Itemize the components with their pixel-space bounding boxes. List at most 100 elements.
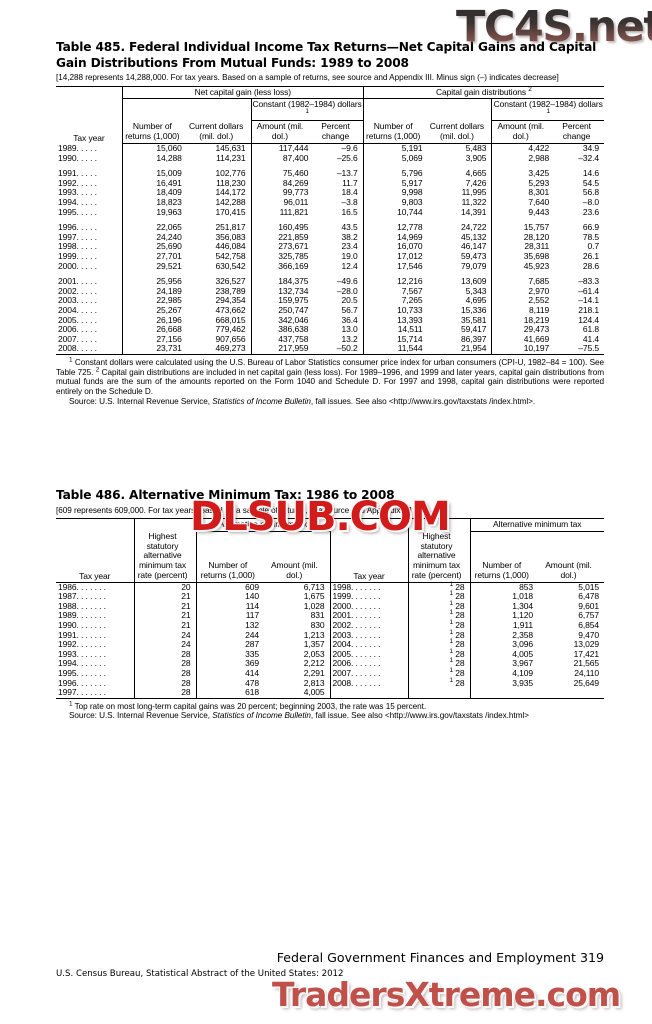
row-label-tax-year: 2003. . . . . — [56, 296, 123, 306]
table-row: 1988. . . . . . . 21 114 1,028 2000. . . . .… — [56, 600, 604, 612]
row-label-tax-year: 1994. . . . . — [56, 197, 123, 208]
cell-rate-right: 1 28 — [408, 610, 471, 622]
table-485-block: Table 485. Federal Individual Income Tax… — [56, 40, 604, 406]
column-header-ncg-amount: Amount (mil. dol.) — [251, 120, 314, 145]
table-row: 2000. . . . . 29,521 630,542 366,169 12.4 17,… — [56, 260, 604, 272]
row-label-tax-year: 1999. . . . . — [56, 251, 123, 262]
cell-cgd-current: 7,426 — [427, 178, 493, 189]
table-485-footnotes: 1 Constant dollars were calculated using… — [56, 356, 604, 406]
row-label-tax-year: 1992. . . . . — [56, 178, 123, 189]
spacer-cell — [313, 217, 364, 224]
spacer-cell — [186, 217, 252, 224]
cell-cgd-returns: 5,191 — [401, 143, 423, 154]
cell-ncg-current: 142,288 — [186, 197, 252, 208]
stub-spacer — [56, 85, 123, 99]
cell-amount-left: 1,675 — [264, 592, 331, 602]
row-label-tax-year: 2006. . . . . — [56, 325, 123, 335]
group-header-amt-right: Alternative minimum tax — [470, 518, 604, 532]
cell-cgd-current: 59,473 — [427, 251, 493, 262]
row-label-tax-year: 1998. . . . . — [56, 242, 123, 252]
table-485-title: Table 485. Federal Individual Income Tax… — [56, 40, 597, 70]
cell-ncg-pct: –28.0 — [313, 286, 364, 297]
table-row: 1992. . . . . 16,491 118,230 84,269 11.7 5,91… — [56, 178, 604, 189]
cell-ncg-amount: 250,747 — [278, 304, 309, 315]
cell-ncg-amount: 99,773 — [282, 187, 309, 198]
table-row: 1987. . . . . . . 21 140 1,675 1999. . . . .… — [56, 591, 604, 602]
spacer-cell — [427, 217, 493, 224]
cell-cgd-current: 14,391 — [427, 207, 493, 218]
table-row: 1992. . . . . . . 24 287 1,357 2004. . . . .… — [56, 639, 604, 650]
table-row: 2006. . . . . 26,668 779,462 386,638 13.0 14,… — [56, 325, 604, 335]
subgroup-header-constant-dollars-cgd: Constant (1982–1984) dollars 1 — [491, 98, 604, 122]
group-header-capital-gain-distributions: Capital gain distributions 2 — [363, 85, 604, 100]
cell-returns-left: 140 — [245, 591, 259, 602]
cell-ncg-pct: –3.8 — [313, 197, 364, 208]
cell-rate-left: 28 — [134, 687, 197, 699]
row-label-tax-year-left: 1988. . . . . . . — [56, 601, 135, 612]
table-row: 2003. . . . . 22,985 294,354 159,975 20.5 7,2… — [56, 296, 604, 306]
cell-ncg-returns: 19,963 — [156, 206, 182, 217]
table-row: 1997. . . . . 24,240 356,083 221,859 38.2 14,… — [56, 232, 604, 243]
row-label-tax-year: 2000. . . . . — [56, 261, 123, 272]
table-486-block: Table 486. Alternative Minimum Tax: 1986… — [56, 488, 604, 721]
cell-rate-left: 28 — [134, 668, 197, 679]
cell-returns-right: 3,967 — [512, 658, 533, 669]
cell-ncg-current: 473,662 — [186, 305, 252, 316]
cell-cgd-amount: 2,552 — [528, 295, 550, 306]
column-header-cgd-current-dollars: Current dollars (mil. dol.) — [427, 120, 493, 145]
cell-amount-left: 1,357 — [264, 640, 331, 650]
table-row: 1989. . . . . . . 21 117 831 2001. . . . . .… — [56, 610, 604, 622]
watermark-tradersxtreme: TradersXtreme.com — [271, 974, 622, 1014]
cell-amount-right: 6,757 — [578, 610, 599, 621]
spacer-rate-right — [408, 518, 471, 532]
cell-rate-right: 1 28 — [408, 591, 471, 602]
cell-cgd-current: 5,343 — [427, 286, 493, 297]
cell-ncg-returns: 24,189 — [156, 285, 182, 296]
cell-cgd-returns: 12,216 — [397, 276, 423, 287]
cell-ncg-pct: 13.0 — [313, 325, 364, 335]
cell-cgd-returns: 13,393 — [397, 314, 423, 325]
cell-ncg-returns: 14,288 — [156, 152, 182, 163]
cell-cgd-returns: 10,744 — [397, 206, 423, 217]
cell-cgd-amount: 2,970 — [528, 285, 550, 296]
column-header-amount-right: Amount (mil. dol.) — [538, 531, 604, 583]
cell-returns-left: 114 — [245, 600, 259, 611]
spacer-cgd-current — [427, 98, 493, 121]
table-row: 1986. . . . . . . 20 609 6,713 1998. . . . .… — [56, 581, 604, 593]
stub-spacer-right — [330, 518, 409, 532]
row-label-tax-year: 2002. . . . . — [56, 286, 123, 297]
row-label-tax-year-left: 1991. . . . . . . — [56, 630, 135, 641]
cell-cgd-current: 3,905 — [427, 153, 493, 164]
table-485-column-row: Number of returns (1,000) Current dollar… — [56, 120, 604, 145]
cell-rate-left: 24 — [134, 630, 197, 641]
cell-cgd-current: 15,336 — [427, 305, 493, 316]
cell-cgd-amount: 45,923 — [523, 260, 550, 271]
cell-cgd-amount: 2,988 — [528, 152, 550, 163]
cell-amount-left: 830 — [264, 620, 331, 631]
cell-returns-left: 132 — [245, 620, 259, 631]
cell-ncg-pct: 38.2 — [313, 232, 364, 243]
cell-cgd-pct: –61.4 — [578, 285, 599, 296]
source-italic-485: Statistics of Income Bulletin — [212, 396, 311, 406]
cell-ncg-pct: 23.4 — [313, 242, 364, 252]
cell-ncg-returns: 22,985 — [156, 295, 182, 306]
cell-rate-left: 28 — [134, 678, 197, 689]
row-label-tax-year-left: 1994. . . . . . . — [56, 659, 135, 669]
cell-cgd-returns: 17,546 — [397, 260, 423, 271]
cell-ncg-amount: 96,011 — [283, 197, 309, 208]
row-label-tax-year-right: 1999. . . . . . . — [330, 592, 409, 602]
row-label-tax-year-left: 1987. . . . . . . — [56, 592, 135, 602]
row-label-tax-year-right: 2000. . . . . . . — [330, 601, 409, 612]
table-486-head: Alternative minimum tax Alternative mini… — [56, 518, 604, 583]
cell-ncg-current: 251,817 — [186, 223, 252, 233]
subgroup-header-constant-dollars-ncg: Constant (1982–1984) dollars 1 — [251, 98, 364, 122]
row-label-tax-year-left: 1995. . . . . . . — [56, 668, 135, 679]
row-label-tax-year: 2004. . . . . — [56, 305, 123, 316]
cell-ncg-current: 326,527 — [186, 277, 252, 287]
cell-ncg-amount: 184,375 — [278, 276, 309, 287]
cell-ncg-pct: –49.6 — [313, 277, 364, 287]
cell-cgd-pct: –14.1 — [578, 295, 599, 306]
cell-amount-right: 17,421 — [573, 648, 600, 659]
column-header-ncg-percent-change: Percent change — [313, 120, 364, 145]
cell-cgd-returns: 9,803 — [401, 197, 423, 208]
